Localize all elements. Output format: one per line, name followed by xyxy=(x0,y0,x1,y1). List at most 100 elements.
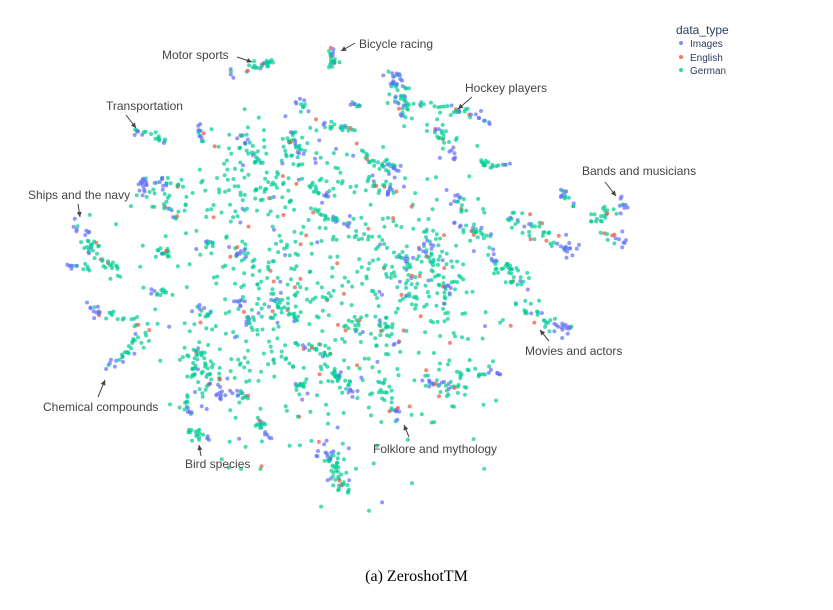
scatter-point xyxy=(409,204,414,209)
scatter-point xyxy=(267,304,271,309)
scatter-point xyxy=(481,402,486,407)
scatter-point xyxy=(370,391,375,396)
scatter-point xyxy=(104,316,109,321)
scatter-point xyxy=(263,176,268,181)
scatter-point xyxy=(299,102,304,107)
scatter-point xyxy=(385,192,390,197)
scatter-point xyxy=(423,330,428,335)
scatter-point xyxy=(376,304,381,309)
scatter-point xyxy=(454,243,459,248)
scatter-point xyxy=(163,137,168,142)
scatter-point xyxy=(238,249,243,254)
scatter-point xyxy=(518,279,523,283)
scatter-point xyxy=(264,58,269,63)
legend-marker-german xyxy=(679,68,683,72)
scatter-point xyxy=(423,283,428,288)
scatter-point xyxy=(436,127,441,132)
scatter-point xyxy=(288,199,293,204)
scatter-point xyxy=(254,187,259,192)
scatter-point xyxy=(204,214,209,219)
scatter-point xyxy=(532,320,537,325)
scatter-point xyxy=(328,255,333,260)
scatter-point xyxy=(244,315,249,320)
scatter-point xyxy=(156,136,161,141)
scatter-point xyxy=(380,500,385,505)
scatter-point xyxy=(389,332,394,336)
scatter-point xyxy=(444,251,449,256)
scatter-point xyxy=(328,45,333,50)
scatter-point xyxy=(271,279,276,284)
scatter-point xyxy=(417,247,422,252)
scatter-point xyxy=(208,359,213,364)
scatter-point xyxy=(128,204,133,209)
scatter-point xyxy=(274,175,279,180)
scatter-point xyxy=(419,100,424,105)
scatter-point xyxy=(370,234,375,239)
scatter-point xyxy=(343,323,348,328)
scatter-point xyxy=(241,163,245,168)
scatter-point xyxy=(489,256,494,261)
scatter-point xyxy=(401,296,405,301)
scatter-point xyxy=(252,159,257,164)
scatter-point xyxy=(483,324,487,329)
scatter-point xyxy=(107,361,112,366)
scatter-point xyxy=(369,413,373,418)
scatter-point xyxy=(242,192,247,197)
annotation-folklore-and-mythology: Folklore and mythology xyxy=(373,442,497,456)
scatter-point xyxy=(283,114,288,119)
scatter-point xyxy=(287,361,292,366)
scatter-point xyxy=(315,393,319,398)
scatter-point xyxy=(447,140,451,144)
scatter-point xyxy=(367,508,371,513)
scatter-point xyxy=(301,152,306,156)
scatter-point xyxy=(263,422,268,427)
scatter-point xyxy=(314,151,319,156)
scatter-point xyxy=(262,138,266,143)
scatter-point xyxy=(221,264,225,269)
scatter-point xyxy=(170,292,175,297)
scatter-point xyxy=(381,145,386,149)
scatter-point xyxy=(240,396,245,401)
scatter-point xyxy=(551,240,556,245)
scatter-point xyxy=(306,109,311,114)
scatter-point xyxy=(403,115,408,120)
scatter-point xyxy=(189,410,194,415)
scatter-point xyxy=(528,212,533,217)
scatter-point xyxy=(194,247,199,251)
scatter-point xyxy=(445,316,450,321)
scatter-point xyxy=(88,305,93,310)
scatter-point xyxy=(368,331,373,336)
scatter-point xyxy=(211,275,216,280)
scatter-point xyxy=(205,436,210,441)
scatter-point xyxy=(389,388,394,393)
scatter-point xyxy=(501,162,505,167)
scatter-point xyxy=(328,456,333,461)
scatter-point xyxy=(479,225,484,230)
scatter-point xyxy=(329,450,334,455)
scatter-point xyxy=(458,275,463,280)
scatter-point xyxy=(109,263,114,268)
scatter-point xyxy=(423,373,428,378)
scatter-point xyxy=(85,264,90,269)
scatter-point xyxy=(350,319,355,324)
scatter-point xyxy=(443,311,448,316)
scatter-point xyxy=(610,233,615,238)
scatter-point xyxy=(398,298,403,303)
scatter-point xyxy=(255,332,260,337)
scatter-point xyxy=(193,363,198,368)
tsne-scatter-plot: Motor sports Bicycle racing Hockey players… xyxy=(28,23,729,513)
scatter-point xyxy=(405,103,410,108)
scatter-point xyxy=(519,282,524,287)
scatter-point xyxy=(233,335,237,340)
scatter-point xyxy=(265,276,270,280)
scatter-point xyxy=(311,210,316,215)
scatter-point xyxy=(446,362,450,367)
scatter-point xyxy=(250,273,255,278)
scatter-point xyxy=(444,188,449,192)
scatter-point xyxy=(565,331,570,336)
scatter-point xyxy=(612,241,617,246)
scatter-point xyxy=(237,400,242,405)
scatter-point xyxy=(86,230,91,235)
scatter-point xyxy=(541,318,546,323)
scatter-point xyxy=(164,290,169,295)
